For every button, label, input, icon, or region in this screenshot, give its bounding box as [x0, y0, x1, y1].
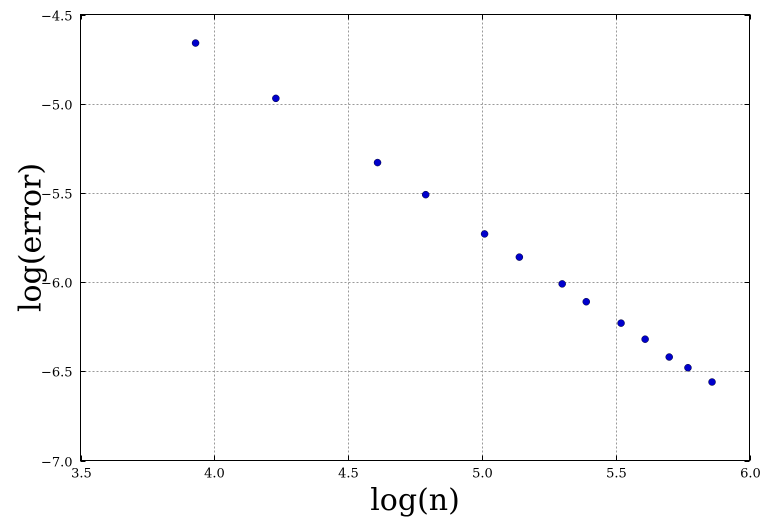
- y-tick-label: −5.5: [41, 188, 73, 203]
- data-point: [582, 297, 591, 306]
- y-tick-label: −6.5: [41, 366, 73, 381]
- data-point: [515, 253, 524, 261]
- y-tick-label: −7.0: [41, 456, 73, 471]
- x-tick-label: 3.5: [71, 467, 92, 482]
- tick-marks: [80, 14, 751, 462]
- y-axis-label: log(error): [14, 163, 49, 312]
- data-point: [272, 94, 280, 103]
- data-point: [558, 280, 566, 288]
- data-points: [191, 39, 716, 386]
- grid-lines: [80, 14, 750, 461]
- x-tick-label: 4.0: [204, 467, 225, 482]
- x-tick-labels: 3.5 4.0 4.5 5.0 5.5 6.0: [71, 467, 761, 482]
- data-point: [617, 319, 625, 327]
- x-tick-label: 4.5: [338, 467, 359, 482]
- y-tick-label: −5.0: [41, 99, 73, 114]
- data-point: [480, 230, 489, 238]
- x-tick-label: 5.0: [472, 467, 493, 482]
- y-tick-label: −6.0: [41, 277, 73, 292]
- y-tick-labels: −7.0 −6.5 −6.0 −5.5 −5.0 −4.5: [41, 10, 73, 471]
- x-tick-label: 5.5: [606, 467, 627, 482]
- data-point: [191, 39, 200, 47]
- data-point: [641, 335, 649, 343]
- data-point: [708, 378, 716, 386]
- x-axis-label: log(n): [370, 483, 460, 518]
- data-point: [665, 353, 673, 361]
- data-point: [684, 363, 692, 372]
- data-point: [373, 158, 382, 167]
- plot-frame: [80, 14, 750, 461]
- y-tick-label: −4.5: [41, 10, 73, 25]
- x-tick-label: 6.0: [740, 467, 761, 482]
- data-point: [421, 190, 430, 199]
